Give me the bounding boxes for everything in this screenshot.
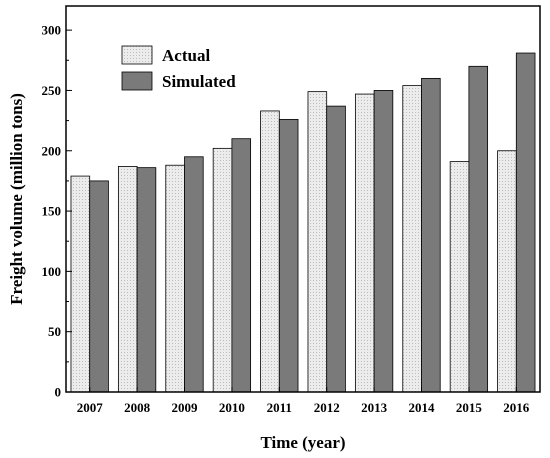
y-axis-title: Freight volume (million tons): [7, 93, 26, 305]
y-tick-label: 200: [42, 143, 62, 158]
y-tick-label: 150: [42, 204, 62, 219]
y-tick-label: 250: [42, 83, 62, 98]
bar-simulated-2007: [89, 180, 109, 393]
bar-actual-2014: [402, 85, 422, 393]
x-tick-label: 2010: [219, 400, 245, 415]
bar-simulated-2008: [136, 167, 157, 393]
y-axis-ticks: 0 50 100 150 200 250 300: [42, 23, 72, 400]
y-tick-label: 100: [42, 264, 62, 279]
y-tick-label: 0: [55, 385, 62, 400]
plot-frame: [65, 5, 541, 393]
y-tick-label: 50: [48, 324, 61, 339]
x-tick-label: 2009: [172, 400, 199, 415]
bar-simulated-2010: [231, 138, 252, 393]
legend-swatch-simulated: [121, 71, 153, 91]
x-tick-label: 2007: [77, 400, 104, 415]
bar-simulated-2011: [278, 118, 299, 393]
bar-actual-2012: [307, 91, 328, 393]
bar-actual-2011: [260, 110, 280, 393]
bar-actual-2007: [70, 175, 91, 393]
legend: Actual Simulated: [121, 45, 236, 91]
legend-label-actual: Actual: [162, 46, 210, 65]
bar-actual-2016: [497, 150, 517, 393]
legend-swatch-actual: [121, 45, 153, 65]
bar-simulated-2016: [515, 52, 536, 393]
x-axis-ticks: 2007 2008 2009 2010 2011 2012 2013 2014 2015 2016: [77, 387, 530, 415]
bar-simulated-2012: [326, 105, 346, 393]
bar-actual-2010: [212, 147, 233, 393]
bar-actual-2009: [165, 164, 185, 393]
legend-label-simulated: Simulated: [162, 72, 236, 91]
x-tick-label: 2013: [361, 400, 388, 415]
x-tick-label: 2012: [314, 400, 340, 415]
x-tick-label: 2014: [409, 400, 436, 415]
y-tick-label: 300: [42, 23, 62, 38]
bar-actual-2008: [117, 166, 138, 393]
x-axis-title: Time (year): [260, 433, 345, 452]
bars-layer: [70, 52, 536, 393]
x-tick-label: 2008: [124, 400, 151, 415]
bar-simulated-2015: [468, 65, 489, 393]
x-tick-label: 2011: [267, 400, 292, 415]
bar-simulated-2013: [373, 90, 394, 393]
x-tick-label: 2015: [456, 400, 483, 415]
x-tick-label: 2016: [503, 400, 530, 415]
bar-actual-2015: [449, 161, 470, 393]
bar-simulated-2009: [184, 156, 204, 393]
bar-actual-2013: [354, 93, 375, 393]
bar-simulated-2014: [421, 77, 441, 393]
